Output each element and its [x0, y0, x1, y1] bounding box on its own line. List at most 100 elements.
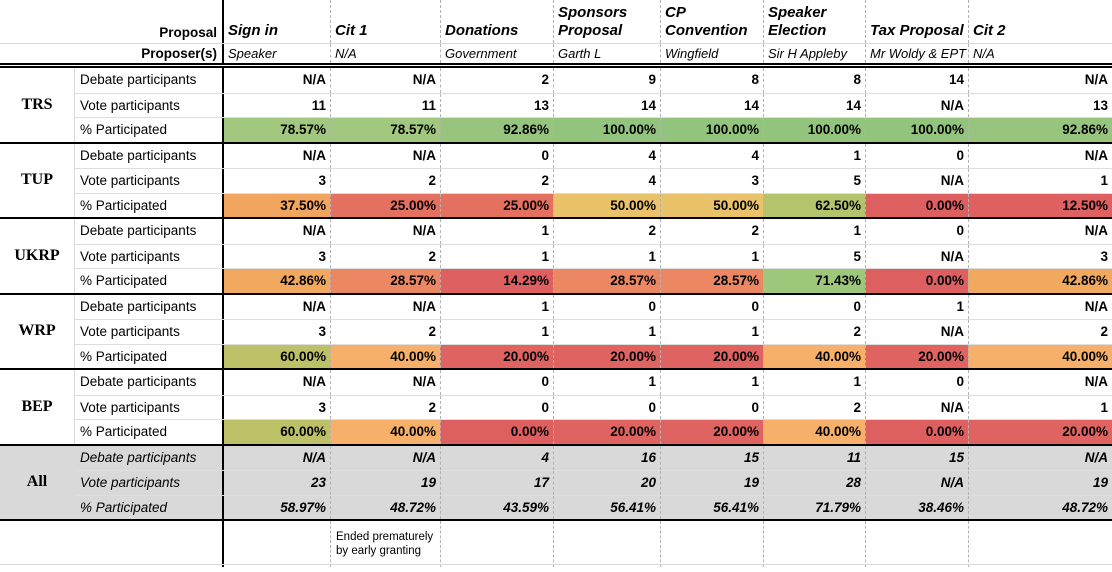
- all-vote-sponsors-proposal[interactable]: 20: [553, 471, 660, 495]
- ukrp-percent-tax-proposal[interactable]: 0.00%: [865, 269, 968, 293]
- bep-debate-donations[interactable]: 0: [440, 370, 553, 395]
- trs-vote-cit-2[interactable]: 13: [968, 93, 1112, 117]
- wrp-debate-cp-convention[interactable]: 0: [660, 294, 763, 319]
- ukrp-percent-speaker-election[interactable]: 71.43%: [763, 269, 865, 293]
- ukrp-percent-cit-1[interactable]: 28.57%: [330, 269, 440, 293]
- row-label-vote-participants[interactable]: Vote participants: [80, 475, 181, 490]
- ukrp-percent-sign-in[interactable]: 42.86%: [222, 269, 330, 293]
- ukrp-vote-cp-convention[interactable]: 1: [660, 244, 763, 268]
- ukrp-debate-cit-2[interactable]: N/A: [968, 219, 1112, 244]
- wrp-vote-cp-convention[interactable]: 1: [660, 320, 763, 344]
- proposal-header-cp-convention[interactable]: CP Convention: [660, 0, 763, 43]
- tup-percent-tax-proposal[interactable]: 0.00%: [865, 193, 968, 217]
- tup-percent-donations[interactable]: 25.00%: [440, 193, 553, 217]
- row-label-debate-participants[interactable]: Debate participants: [80, 298, 197, 314]
- tup-percent-cit-2[interactable]: 12.50%: [968, 193, 1112, 217]
- tup-vote-donations[interactable]: 2: [440, 169, 553, 193]
- bep-percent-cit-1[interactable]: 40.00%: [330, 420, 440, 444]
- wrp-debate-speaker-election[interactable]: 0: [763, 294, 865, 319]
- trs-vote-tax-proposal[interactable]: N/A: [865, 93, 968, 117]
- trs-vote-donations[interactable]: 13: [440, 93, 553, 117]
- tup-vote-sponsors-proposal[interactable]: 4: [553, 169, 660, 193]
- trs-percent-cp-convention[interactable]: 100.00%: [660, 118, 763, 142]
- wrp-percent-cit-1[interactable]: 40.00%: [330, 344, 440, 368]
- trs-vote-sign-in[interactable]: 11: [222, 93, 330, 117]
- proposal-header-cit-1[interactable]: Cit 1: [330, 0, 440, 43]
- all-vote-sign-in[interactable]: 23: [222, 471, 330, 495]
- all-debate-cp-convention[interactable]: 15: [660, 445, 763, 470]
- trs-debate-speaker-election[interactable]: 8: [763, 68, 865, 93]
- trs-vote-speaker-election[interactable]: 14: [763, 93, 865, 117]
- all-debate-tax-proposal[interactable]: 15: [865, 445, 968, 470]
- wrp-debate-cit-1[interactable]: N/A: [330, 294, 440, 319]
- wrp-debate-sign-in[interactable]: N/A: [222, 294, 330, 319]
- bottom-cell-donations[interactable]: [440, 521, 553, 567]
- wrp-vote-cit-2[interactable]: 2: [968, 320, 1112, 344]
- party-label-ukrp[interactable]: UKRP: [0, 219, 75, 293]
- ukrp-debate-speaker-election[interactable]: 1: [763, 219, 865, 244]
- proposer-tax-proposal[interactable]: Mr Woldy & EPT: [865, 44, 968, 63]
- ukrp-vote-sponsors-proposal[interactable]: 1: [553, 244, 660, 268]
- ukrp-debate-donations[interactable]: 1: [440, 219, 553, 244]
- tup-percent-sponsors-proposal[interactable]: 50.00%: [553, 193, 660, 217]
- bep-vote-donations[interactable]: 0: [440, 395, 553, 419]
- ukrp-vote-sign-in[interactable]: 3: [222, 244, 330, 268]
- tup-debate-cit-1[interactable]: N/A: [330, 143, 440, 168]
- ukrp-percent-donations[interactable]: 14.29%: [440, 269, 553, 293]
- bep-vote-cit-2[interactable]: 1: [968, 395, 1112, 419]
- tup-percent-cp-convention[interactable]: 50.00%: [660, 193, 763, 217]
- ukrp-vote-speaker-election[interactable]: 5: [763, 244, 865, 268]
- trs-debate-sign-in[interactable]: N/A: [222, 68, 330, 93]
- proposer-cit-2[interactable]: N/A: [968, 44, 1112, 63]
- row-label-debate-participants[interactable]: Debate participants: [80, 223, 197, 238]
- tup-vote-speaker-election[interactable]: 5: [763, 169, 865, 193]
- proposer-donations[interactable]: Government: [440, 44, 553, 63]
- bep-vote-sponsors-proposal[interactable]: 0: [553, 395, 660, 419]
- all-percent-cp-convention[interactable]: 56.41%: [660, 495, 763, 519]
- trs-debate-cp-convention[interactable]: 8: [660, 68, 763, 93]
- ukrp-debate-cp-convention[interactable]: 2: [660, 219, 763, 244]
- row-label-vote-participants[interactable]: Vote participants: [80, 248, 180, 264]
- ukrp-debate-cit-1[interactable]: N/A: [330, 219, 440, 244]
- all-debate-donations[interactable]: 4: [440, 445, 553, 470]
- wrp-debate-sponsors-proposal[interactable]: 0: [553, 294, 660, 319]
- row-label-vote-participants[interactable]: Vote participants: [80, 399, 180, 415]
- tup-debate-sponsors-proposal[interactable]: 4: [553, 143, 660, 168]
- wrp-vote-speaker-election[interactable]: 2: [763, 320, 865, 344]
- trs-percent-tax-proposal[interactable]: 100.00%: [865, 118, 968, 142]
- ukrp-vote-cit-1[interactable]: 2: [330, 244, 440, 268]
- all-vote-tax-proposal[interactable]: N/A: [865, 471, 968, 495]
- tup-vote-cit-1[interactable]: 2: [330, 169, 440, 193]
- bottom-cell-speaker-election[interactable]: [763, 521, 865, 567]
- all-debate-sponsors-proposal[interactable]: 16: [553, 445, 660, 470]
- bottom-cell-sponsors-proposal[interactable]: [553, 521, 660, 567]
- bep-vote-speaker-election[interactable]: 2: [763, 395, 865, 419]
- all-debate-cit-2[interactable]: N/A: [968, 445, 1112, 470]
- proposal-header-tax-proposal[interactable]: Tax Proposal: [865, 0, 968, 43]
- tup-percent-speaker-election[interactable]: 62.50%: [763, 193, 865, 217]
- bep-debate-cit-1[interactable]: N/A: [330, 370, 440, 395]
- all-percent-cit-1[interactable]: 48.72%: [330, 495, 440, 519]
- proposer-sign-in[interactable]: Speaker: [222, 44, 330, 63]
- party-label-tup[interactable]: TUP: [0, 143, 75, 217]
- ukrp-debate-sign-in[interactable]: N/A: [222, 219, 330, 244]
- bep-percent-donations[interactable]: 0.00%: [440, 420, 553, 444]
- all-vote-cit-2[interactable]: 19: [968, 471, 1112, 495]
- all-debate-speaker-election[interactable]: 11: [763, 445, 865, 470]
- row-label-participated[interactable]: % Participated: [80, 273, 168, 288]
- bep-percent-sign-in[interactable]: 60.00%: [222, 420, 330, 444]
- party-label-bep[interactable]: BEP: [0, 370, 75, 444]
- footnote[interactable]: Ended prematurely by early granting: [330, 521, 440, 567]
- wrp-vote-donations[interactable]: 1: [440, 320, 553, 344]
- ukrp-debate-tax-proposal[interactable]: 0: [865, 219, 968, 244]
- all-vote-cit-1[interactable]: 19: [330, 471, 440, 495]
- row-label-participated[interactable]: % Participated: [80, 348, 168, 364]
- all-vote-cp-convention[interactable]: 19: [660, 471, 763, 495]
- wrp-debate-cit-2[interactable]: N/A: [968, 294, 1112, 319]
- all-percent-sponsors-proposal[interactable]: 56.41%: [553, 495, 660, 519]
- wrp-debate-tax-proposal[interactable]: 1: [865, 294, 968, 319]
- wrp-percent-sign-in[interactable]: 60.00%: [222, 344, 330, 368]
- row-label-participated[interactable]: % Participated: [80, 499, 168, 515]
- wrp-percent-sponsors-proposal[interactable]: 20.00%: [553, 344, 660, 368]
- trs-debate-cit-2[interactable]: N/A: [968, 68, 1112, 93]
